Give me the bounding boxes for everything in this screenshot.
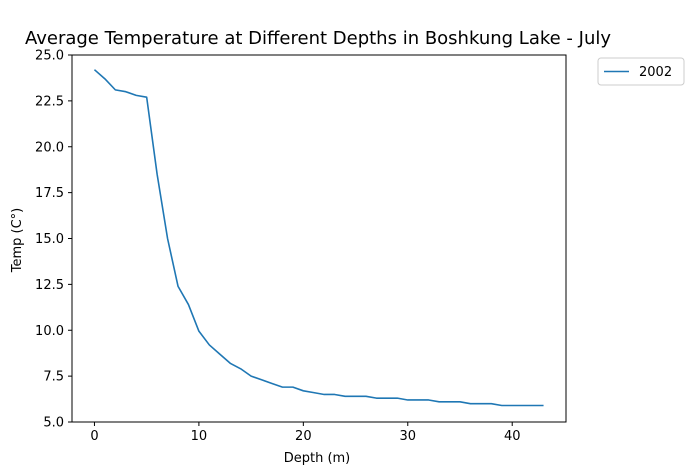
x-axis-label: Depth (m)	[284, 451, 351, 466]
y-tick-label: 10.0	[35, 324, 64, 339]
y-tick-label: 7.5	[43, 370, 64, 385]
y-tick-label: 25.0	[35, 49, 64, 64]
x-tick-label: 30	[400, 429, 417, 444]
x-tick-label: 10	[191, 429, 208, 444]
series-line-2002	[93, 69, 544, 407]
x-tick-label: 0	[90, 429, 98, 444]
y-tick-label: 15.0	[35, 232, 64, 247]
legend-box	[597, 57, 685, 86]
x-tick-label: 40	[504, 429, 521, 444]
y-tick-label: 17.5	[35, 186, 64, 201]
y-axis-label: Temp (C°)	[10, 208, 25, 274]
y-tick-label: 20.0	[35, 140, 64, 155]
chart-title: Average Temperature at Different Depths …	[25, 28, 611, 49]
x-tick-label: 20	[295, 429, 312, 444]
plot-frame	[71, 54, 567, 423]
y-tick-label: 22.5	[35, 94, 64, 109]
y-tick-label: 5.0	[43, 416, 64, 431]
y-tick-label: 12.5	[35, 278, 64, 293]
series-layer	[93, 69, 544, 407]
legend-label: 2002	[639, 65, 672, 80]
legend: 2002	[597, 57, 685, 86]
axis-ticks: 0 10 20 30 40 5.0 7.5 10.0 12.5 15.0 17.5 20.0 22.5 2…	[35, 49, 520, 445]
